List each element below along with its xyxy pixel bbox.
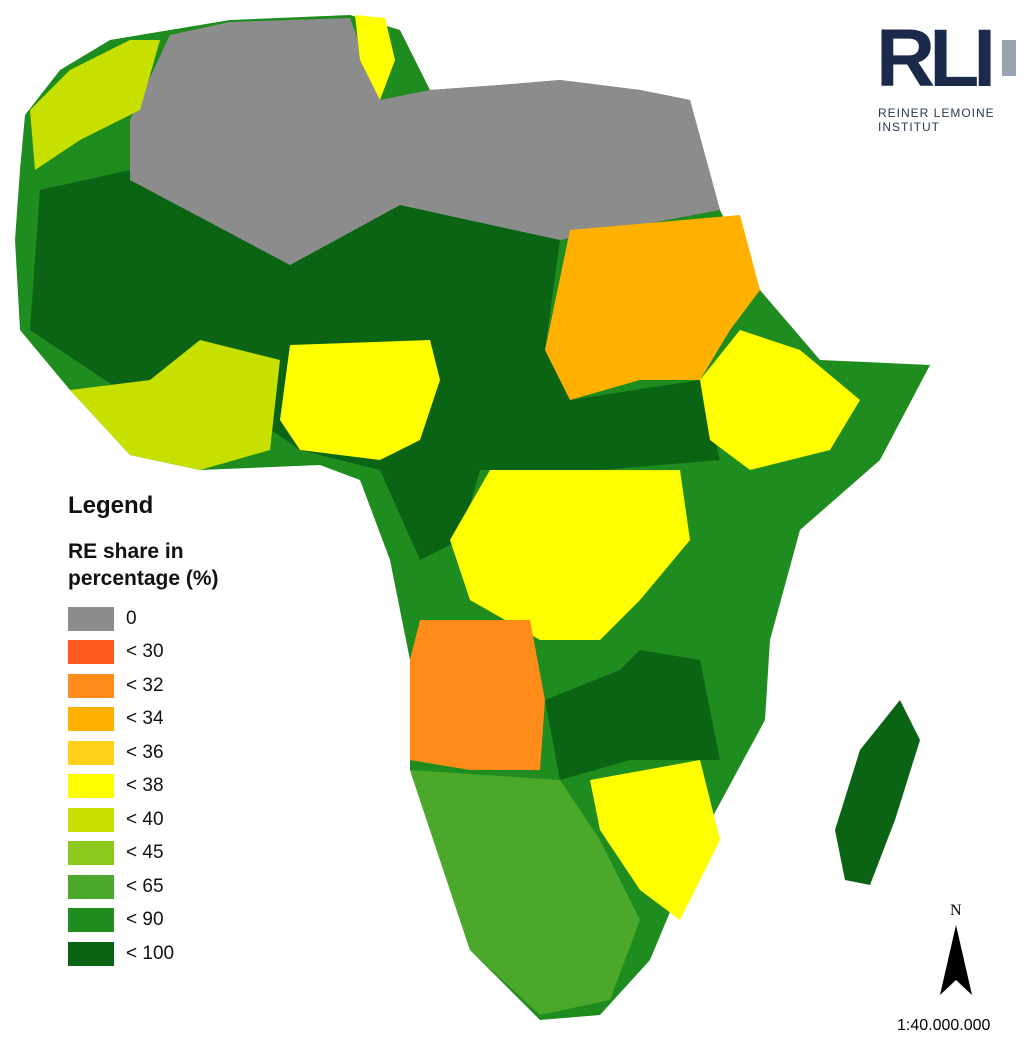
region-lightgreen-wa: [70, 340, 280, 470]
legend-label: < 34: [126, 708, 164, 730]
legend-item: < 38: [68, 770, 258, 804]
legend-label: 0: [126, 607, 137, 629]
scale-label: 1:40.000.000: [897, 1017, 991, 1034]
legend-label: < 30: [126, 641, 164, 663]
legend-label: < 32: [126, 674, 164, 696]
legend-item: < 40: [68, 803, 258, 837]
region-yellow-ethiopia: [700, 330, 860, 470]
region-yellow-wa: [280, 340, 440, 460]
legend-label: < 40: [126, 808, 164, 830]
legend-swatch: [68, 774, 114, 799]
legend-swatch: [68, 740, 114, 765]
legend-item: < 30: [68, 636, 258, 670]
legend-label: < 36: [126, 741, 164, 763]
legend-subtitle: RE share in percentage (%): [68, 540, 219, 590]
legend-item: 0: [68, 602, 258, 636]
madagascar: [835, 700, 920, 885]
legend-label: < 38: [126, 775, 164, 797]
legend-swatch: [68, 707, 114, 732]
legend-swatch: [68, 640, 114, 665]
legend-title: Legend: [68, 492, 154, 519]
region-dark-zambia: [545, 650, 720, 780]
logo-mark: RLI: [876, 13, 996, 104]
region-yellow-congo: [450, 470, 690, 640]
region-green-south: [410, 770, 640, 1015]
legend: Legend RE share in percentage (%) 0 < 30 <…: [68, 492, 258, 971]
legend-item: < 45: [68, 837, 258, 871]
legend-item: < 90: [68, 904, 258, 938]
logo-bar: [1002, 40, 1016, 76]
legend-swatch: [68, 908, 114, 933]
legend-item: < 100: [68, 937, 258, 971]
legend-swatch: [68, 941, 114, 966]
legend-items: 0 < 30 < 32 < 34 < 36 < 38 < 40 < 45 < 65 < 90 < 1…: [68, 602, 258, 971]
legend-item: < 32: [68, 669, 258, 703]
region-yellow-north: [355, 15, 395, 100]
legend-swatch: [68, 673, 114, 698]
logo-name: REINER LEMOINE: [878, 106, 995, 120]
legend-label: < 45: [126, 842, 164, 864]
region-orange-angola: [410, 620, 545, 770]
legend-item: < 65: [68, 870, 258, 904]
legend-swatch: [68, 841, 114, 866]
legend-item: < 34: [68, 703, 258, 737]
north-label: N: [950, 902, 962, 919]
north-arrow: [940, 925, 972, 995]
legend-label: < 65: [126, 875, 164, 897]
legend-swatch: [68, 807, 114, 832]
legend-swatch: [68, 874, 114, 899]
region-orange-sudan: [545, 215, 760, 400]
region-yellow-moz: [590, 760, 720, 920]
legend-label: < 90: [126, 909, 164, 931]
legend-label: < 100: [126, 942, 175, 964]
region-gray: [130, 18, 720, 265]
logo-subname: INSTITUT: [878, 120, 940, 134]
region-lightgreen-nw: [30, 40, 160, 170]
legend-item: < 36: [68, 736, 258, 770]
legend-swatch: [68, 606, 114, 631]
